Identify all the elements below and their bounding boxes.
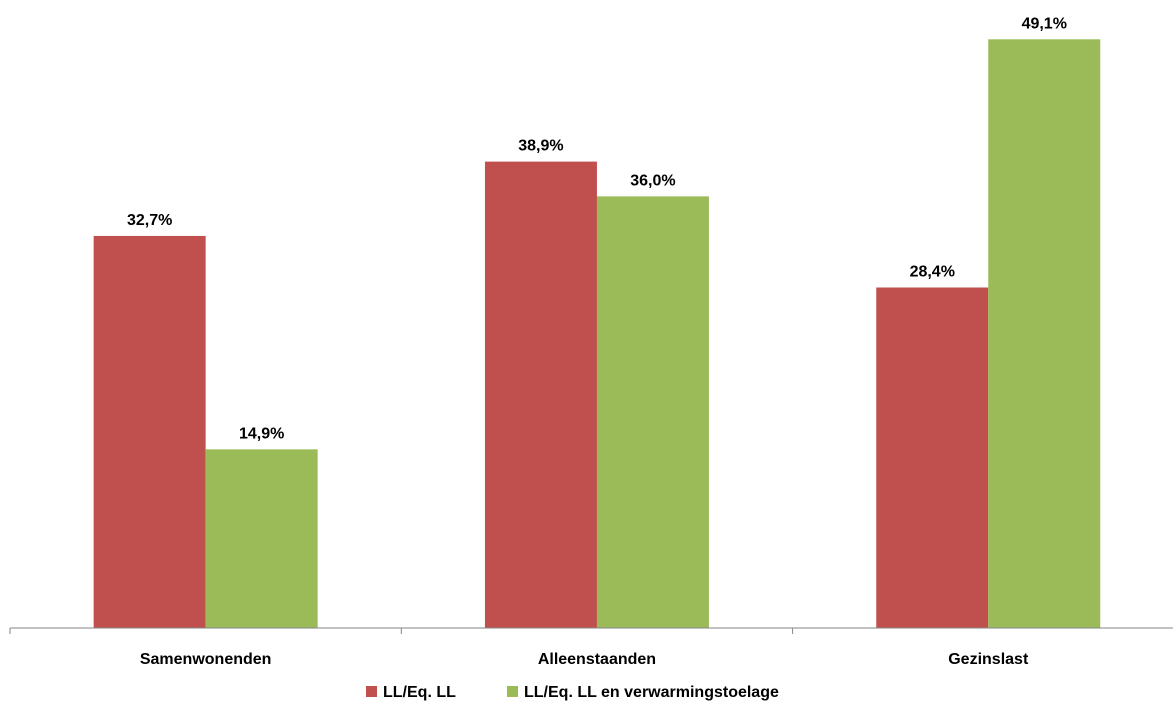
legend-label-series-2: LL/Eq. LL en verwarmingstoelage <box>524 684 779 701</box>
data-label-samenwonenden-series-2: 14,9% <box>239 425 284 442</box>
bar-samenwonenden-series-2 <box>205 449 318 628</box>
legend-label-series-1: LL/Eq. LL <box>383 684 456 701</box>
legend-swatch-series-1 <box>366 686 377 697</box>
data-label-gezinslast-series-1: 28,4% <box>910 263 955 280</box>
bar-samenwonenden-series-1 <box>93 235 206 629</box>
bar-gezinslast-series-1 <box>876 287 989 628</box>
data-label-alleenstaanden-series-1: 38,9% <box>518 138 563 155</box>
category-label-samenwonenden: Samenwonenden <box>140 651 272 668</box>
legend: LL/Eq. LL LL/Eq. LL en verwarmingstoelage <box>366 684 779 701</box>
x-axis-ticks <box>9 628 794 634</box>
bar-alleenstaanden-series-1 <box>484 161 597 628</box>
legend-swatch-series-2 <box>507 686 518 697</box>
x-axis-tick-labels: Samenwonenden Alleenstaanden Gezinslast <box>140 651 1029 668</box>
data-label-gezinslast-series-2: 49,1% <box>1022 15 1067 32</box>
data-label-samenwonenden-series-1: 32,7% <box>127 212 172 229</box>
data-label-alleenstaanden-series-2: 36,0% <box>630 172 675 189</box>
bars-group <box>93 39 1101 629</box>
category-label-alleenstaanden: Alleenstaanden <box>538 651 656 668</box>
category-label-gezinslast: Gezinslast <box>948 651 1029 668</box>
bar-gezinslast-series-2 <box>988 39 1101 629</box>
bar-alleenstaanden-series-2 <box>596 196 709 629</box>
data-labels-group: 32,7% 14,9% 38,9% 36,0% 28,4% 49,1% <box>127 15 1067 442</box>
